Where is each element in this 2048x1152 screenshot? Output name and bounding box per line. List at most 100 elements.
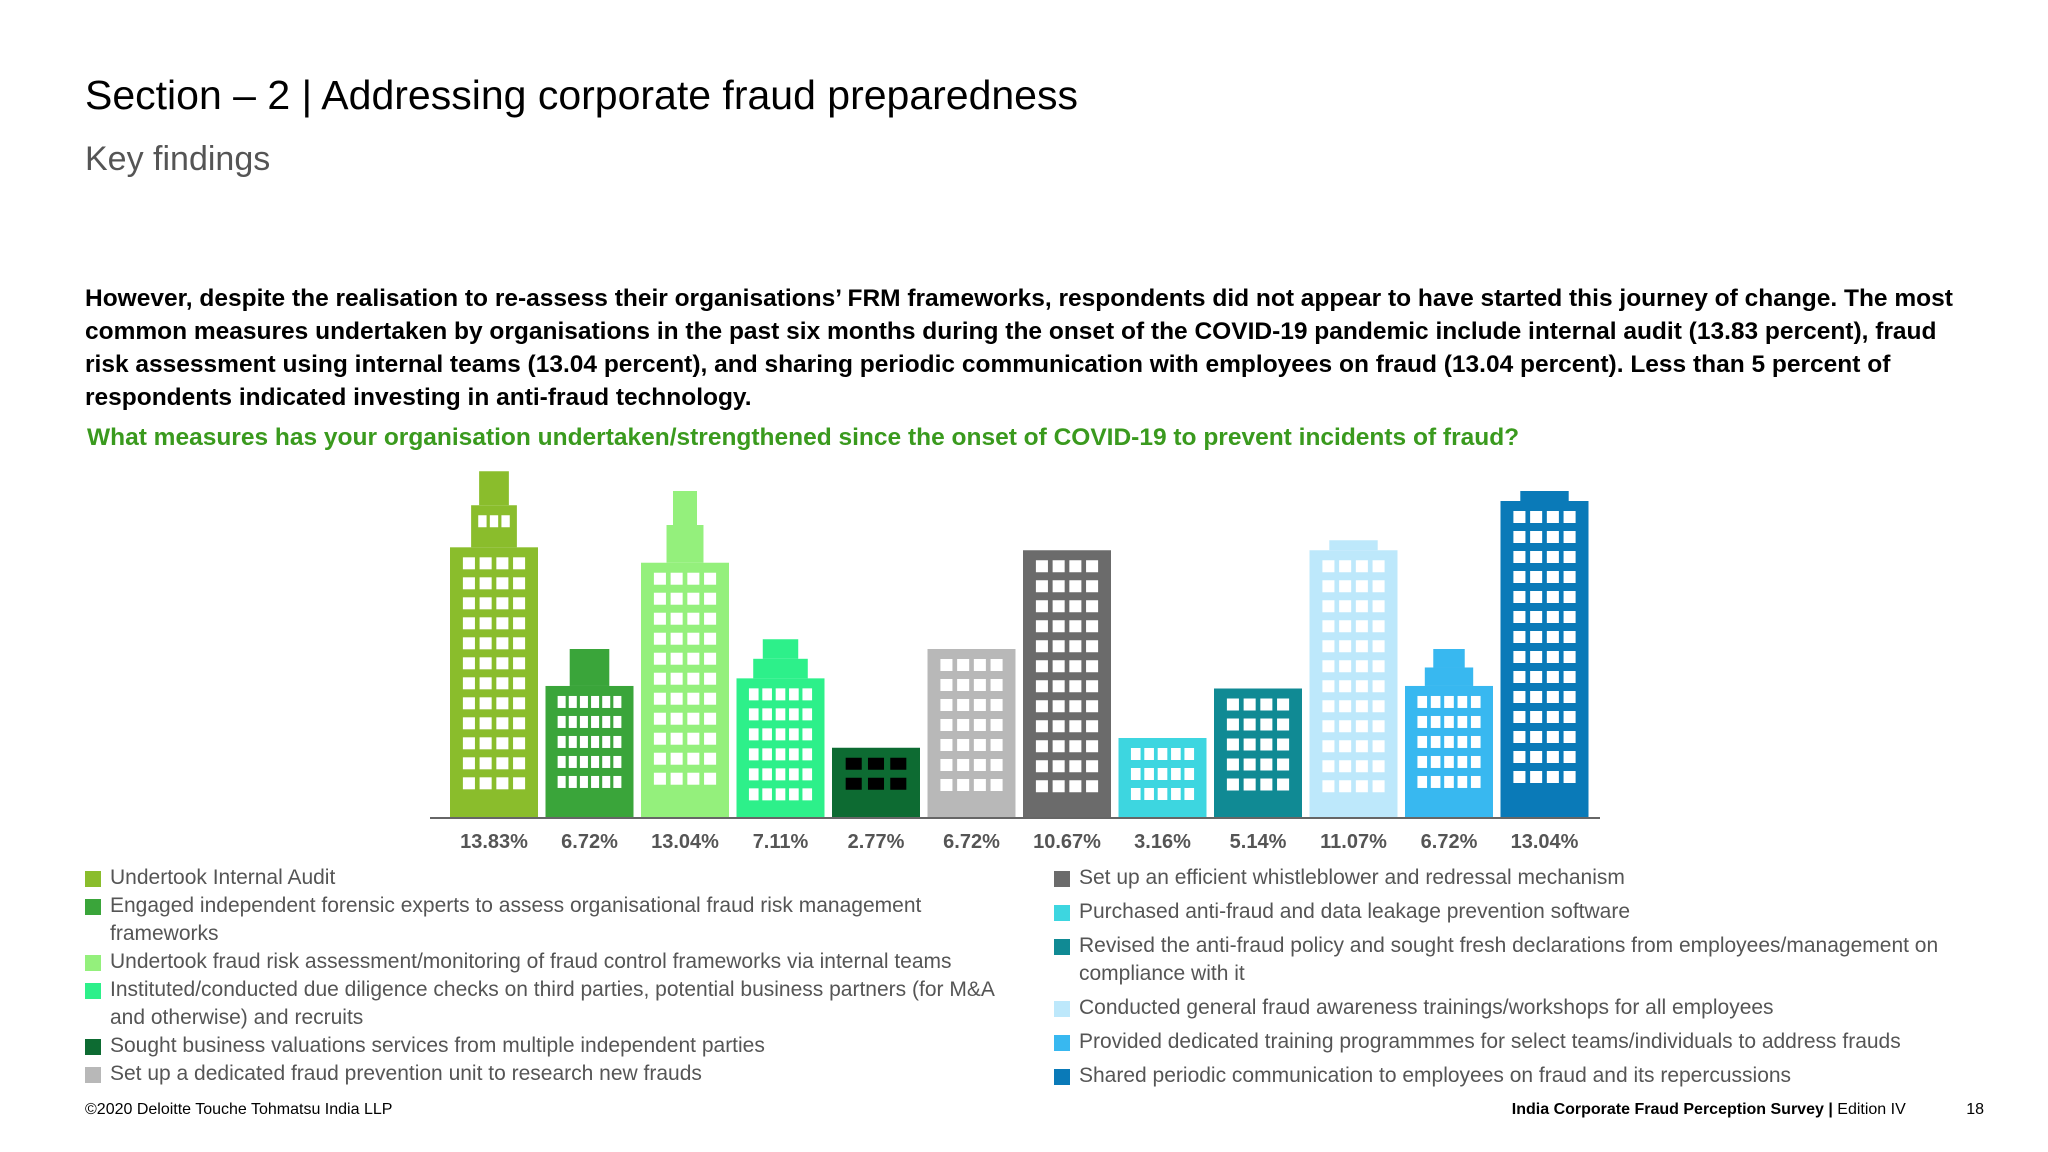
building-window <box>1546 631 1559 643</box>
building-window <box>1277 718 1290 731</box>
building-window <box>1069 600 1082 613</box>
building-window <box>1530 511 1543 523</box>
building-window <box>1069 640 1082 653</box>
building-window <box>1513 591 1526 603</box>
building-window <box>1372 580 1385 593</box>
building-window <box>496 677 509 690</box>
building-window <box>513 657 526 670</box>
legend-label: Revised the anti-fraud policy and sought… <box>1079 934 1939 985</box>
building-window <box>1035 720 1048 733</box>
building-window <box>1372 780 1385 793</box>
building-window <box>1226 698 1239 711</box>
building-window <box>748 728 759 741</box>
page-subtitle: Key findings <box>85 140 271 178</box>
bar-value-label: 13.04% <box>1511 831 1579 853</box>
building-window <box>990 679 1003 691</box>
legend-swatch <box>1054 1069 1070 1085</box>
building-window <box>1530 651 1543 663</box>
building-window <box>1052 740 1065 753</box>
building-window <box>602 695 611 708</box>
building-body <box>927 649 1016 817</box>
building-window <box>687 732 700 745</box>
footer-survey-title: India Corporate Fraud Perception Survey <box>1511 1101 1824 1118</box>
building-window <box>479 577 492 590</box>
footer-copyright: ©2020 Deloitte Touche Tohmatsu India LLP <box>85 1101 393 1118</box>
building-window <box>613 695 622 708</box>
legend-swatch <box>1054 871 1070 887</box>
building-window <box>670 612 683 625</box>
building-window <box>704 692 717 705</box>
building-window <box>1069 560 1082 573</box>
building-window <box>1563 731 1576 743</box>
legend-item: Conducted general fraud awareness traini… <box>1054 994 1994 1022</box>
bar-value-label: 13.04% <box>651 831 719 853</box>
building-window <box>1430 755 1441 768</box>
legend-item: Engaged independent forensic experts to … <box>85 892 1025 948</box>
legend-label: Set up a dedicated fraud prevention unit… <box>110 1062 702 1085</box>
building-window <box>1052 640 1065 653</box>
building-window <box>1355 780 1368 793</box>
building-window <box>687 672 700 685</box>
building-window <box>762 688 772 701</box>
building-window <box>940 719 953 731</box>
building-window <box>1457 695 1468 708</box>
building-window <box>613 775 622 788</box>
building-window <box>653 672 666 685</box>
bar-building <box>1309 540 1398 817</box>
building-window <box>775 708 786 721</box>
building-window <box>802 748 813 761</box>
building-window <box>1355 740 1368 753</box>
building-window <box>1355 720 1368 733</box>
building-window <box>591 735 600 748</box>
building-window <box>1243 758 1256 771</box>
building-window <box>789 708 799 721</box>
building-window <box>1355 600 1368 613</box>
building-window <box>1069 760 1082 773</box>
building-window <box>687 692 700 705</box>
building-window <box>1457 715 1468 728</box>
building-window <box>1563 511 1576 523</box>
building-window <box>513 557 526 570</box>
building-window <box>748 768 759 781</box>
bar-building <box>545 649 634 817</box>
building-window <box>1513 731 1526 743</box>
building-window <box>957 679 970 691</box>
building-window <box>579 695 588 708</box>
building-window <box>653 772 666 785</box>
building-window <box>990 719 1003 731</box>
building-window <box>1069 620 1082 633</box>
building-window <box>1086 620 1099 633</box>
building-window <box>1144 768 1154 780</box>
building-window <box>1171 788 1181 800</box>
bar-building <box>1214 688 1302 817</box>
building-window <box>1444 775 1454 788</box>
building-window <box>775 748 786 761</box>
building-window <box>1563 631 1576 643</box>
legend-swatch <box>1054 1035 1070 1051</box>
building-window <box>1339 640 1352 653</box>
building-window <box>496 657 509 670</box>
building-window <box>973 759 986 771</box>
building-window <box>557 775 566 788</box>
building-window <box>1546 571 1559 583</box>
building-window <box>1470 715 1481 728</box>
building-window <box>704 772 717 785</box>
building-window <box>568 695 577 708</box>
building-cap <box>762 639 799 659</box>
building-window <box>591 695 600 708</box>
building-window <box>1546 751 1559 763</box>
legend-label: Shared periodic communication to employe… <box>1079 1064 1792 1087</box>
building-window <box>462 717 475 730</box>
building-window <box>1530 711 1543 723</box>
legend-label: Set up an efficient whistleblower and re… <box>1079 866 1625 889</box>
building-window <box>479 697 492 710</box>
building-window <box>513 757 526 770</box>
building-window <box>1563 711 1576 723</box>
building-window <box>653 652 666 665</box>
building-window <box>1530 531 1543 543</box>
building-window <box>1546 671 1559 683</box>
building-window <box>1563 671 1576 683</box>
bar-value-label: 6.72% <box>1421 831 1478 853</box>
building-tower <box>1424 667 1474 686</box>
building-window <box>1322 720 1335 733</box>
